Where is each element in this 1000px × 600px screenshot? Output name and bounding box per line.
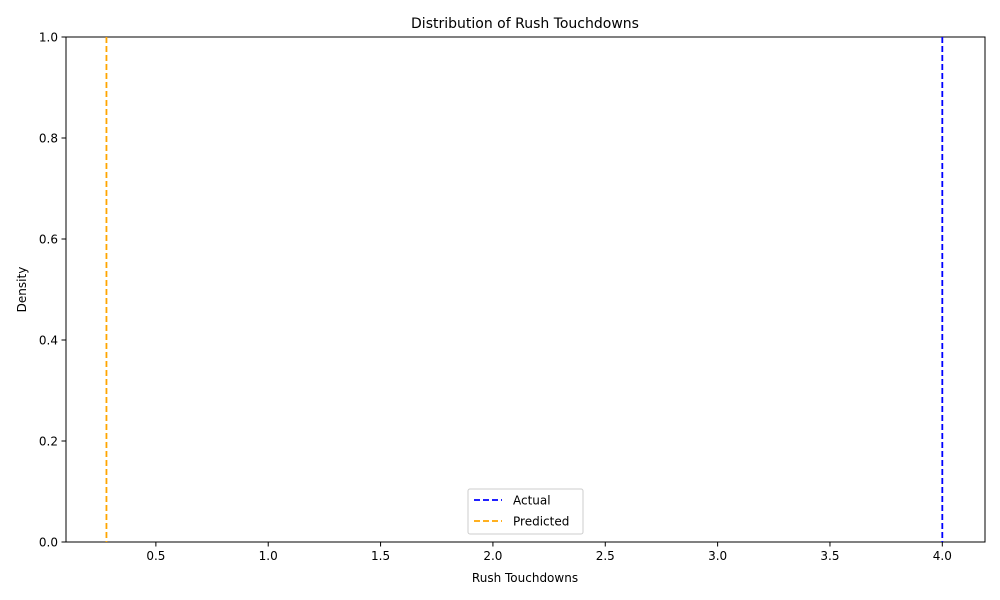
y-tick-label: 0.2	[39, 435, 58, 449]
x-tick-label: 1.0	[259, 549, 278, 563]
series-layer	[105, 37, 944, 542]
legend-label-predicted: Predicted	[513, 515, 569, 529]
y-axis-label: Density	[15, 267, 29, 313]
legend: Actual Predicted	[467, 488, 584, 535]
x-axis-label: Rush Touchdowns	[472, 571, 578, 585]
y-tick-label: 1.0	[39, 31, 58, 45]
x-tick-label: 2.5	[596, 549, 615, 563]
x-tick-label: 1.5	[371, 549, 390, 563]
x-tick-label: 3.5	[820, 549, 839, 563]
y-tick-label: 0.4	[39, 334, 58, 348]
x-axis: 0.5 1.0 1.5 2.0 2.5 3.0 3.5 4.0	[146, 542, 952, 563]
legend-label-actual: Actual	[513, 494, 551, 508]
y-axis: 0.0 0.2 0.4 0.6 0.8 1.0	[39, 31, 66, 550]
y-tick-label: 0.8	[39, 132, 58, 146]
x-tick-label: 0.5	[146, 549, 165, 563]
x-tick-label: 2.0	[483, 549, 502, 563]
y-tick-label: 0.6	[39, 233, 58, 247]
x-tick-label: 3.0	[708, 549, 727, 563]
chart-title: Distribution of Rush Touchdowns	[411, 16, 639, 32]
axes-frame	[65, 36, 986, 543]
plot-area	[65, 36, 986, 543]
x-tick-label: 4.0	[933, 549, 952, 563]
y-tick-label: 0.0	[39, 536, 58, 550]
